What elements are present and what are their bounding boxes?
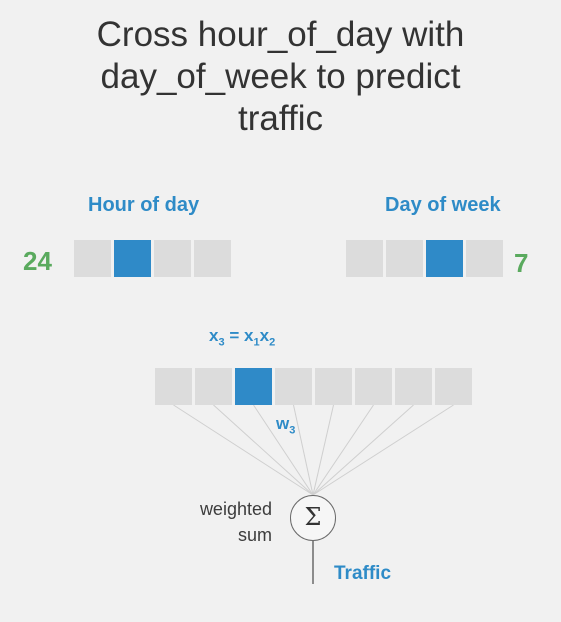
traffic-output-label: Traffic xyxy=(334,563,391,585)
cross-cell xyxy=(355,368,392,405)
cross-cell-active xyxy=(235,368,272,405)
weight-var: w xyxy=(276,414,289,433)
weight-label: w3 xyxy=(276,414,295,436)
weight-connector-line xyxy=(313,405,414,495)
weight-connector-line xyxy=(214,405,314,495)
sigma-icon: Σ xyxy=(290,495,336,541)
crossed-feature-vector xyxy=(155,368,472,405)
cross-cell xyxy=(155,368,192,405)
cross-cell xyxy=(275,368,312,405)
cross-cell xyxy=(195,368,232,405)
weight-connector-line xyxy=(313,405,454,495)
weight-sub: 3 xyxy=(289,424,295,436)
cross-cell xyxy=(315,368,352,405)
cross-cell xyxy=(395,368,432,405)
weight-connector-line xyxy=(294,405,314,495)
weight-connector-line xyxy=(313,405,374,495)
weighted-sum-label: weighted sum xyxy=(168,496,272,548)
cross-cell xyxy=(435,368,472,405)
weight-connector-line xyxy=(313,405,334,495)
